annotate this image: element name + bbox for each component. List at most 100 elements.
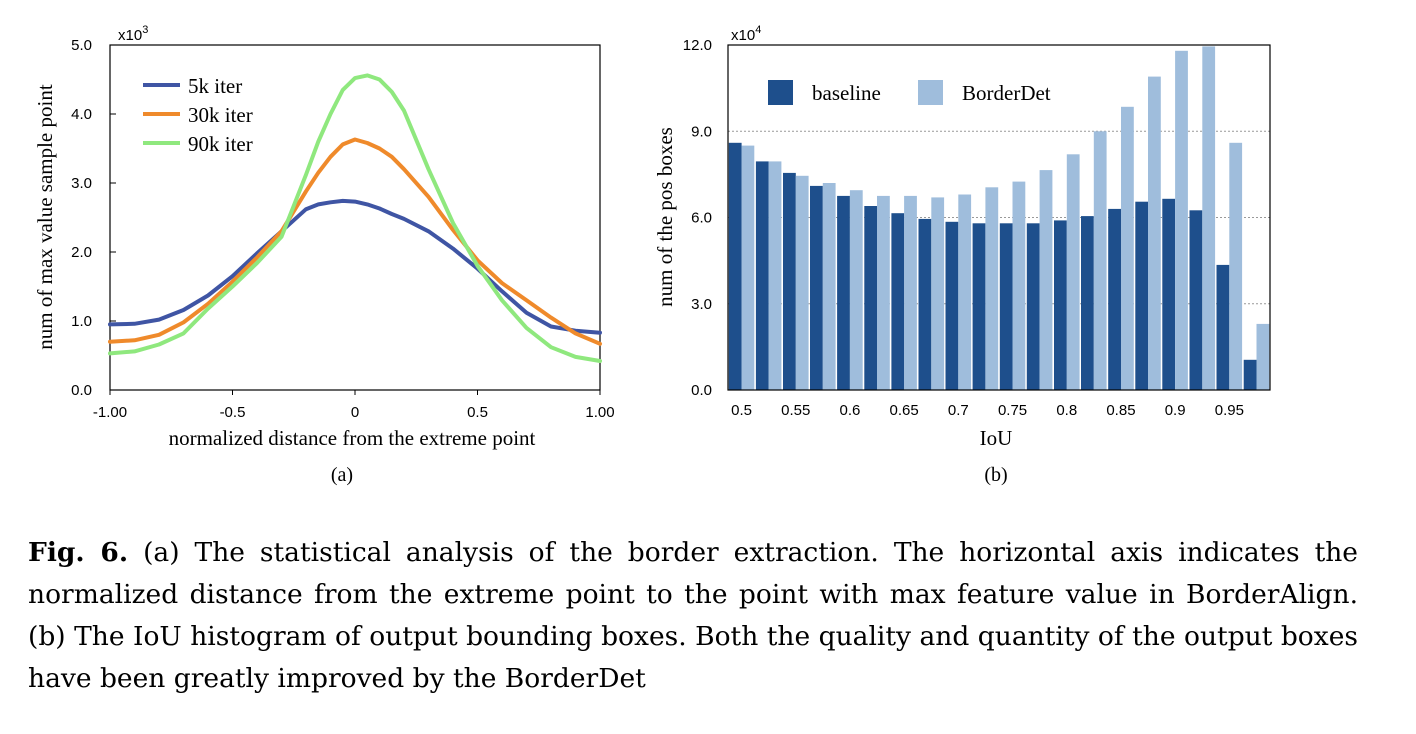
legend-label: 90k iter	[188, 132, 253, 156]
figure-caption: Fig. 6. (a) The statistical analysis of …	[28, 532, 1358, 700]
bar	[1202, 46, 1216, 391]
x-tick-label: -0.5	[220, 404, 246, 421]
bar	[1216, 264, 1230, 390]
bar	[1162, 198, 1176, 390]
y-tick-label: 1.0	[71, 313, 92, 330]
y-multiplier: x104	[731, 24, 761, 44]
x-tick-label: 0.75	[998, 402, 1027, 419]
bar	[1039, 170, 1053, 390]
y-axis-label: num of max value sample point	[33, 84, 57, 350]
bar	[904, 195, 917, 390]
bar	[891, 213, 905, 390]
figure: 0.0 1.0 2.0 3.0 4.0 5.0 -1.00 -0.5 0 0.5 1.00 5k …	[33, 24, 1271, 486]
bar	[931, 197, 945, 390]
bar	[837, 195, 850, 390]
bar-chart-panel: 0.03.06.09.012.0 0.5 0.55 0.6 0.65 0.7 0.75 0.…	[653, 24, 1271, 486]
x-tick-label: 0.55	[781, 402, 810, 419]
x-tick-label: 0.85	[1106, 402, 1135, 419]
subplot-label-b: (b)	[984, 464, 1007, 486]
line-chart-panel: 0.0 1.0 2.0 3.0 4.0 5.0 -1.00 -0.5 0 0.5 1.00 5k …	[33, 24, 615, 486]
bar	[864, 206, 878, 390]
x-axis: 0.5 0.55 0.6 0.65 0.7 0.75 0.8 0.85 0.9 0.95	[731, 402, 1244, 419]
bar	[728, 142, 742, 391]
bar	[877, 195, 890, 390]
caption-label: Fig. 6.	[28, 537, 129, 568]
series-line	[108, 73, 602, 363]
legend: baseline BorderDet	[768, 80, 1051, 105]
legend-label: 30k iter	[188, 103, 253, 127]
bar	[1229, 142, 1243, 391]
legend-swatch	[918, 80, 943, 105]
bar	[1135, 201, 1149, 390]
gridlines	[728, 130, 1270, 305]
x-tick-label: 0.8	[1056, 402, 1077, 419]
bar	[1066, 154, 1080, 390]
x-tick-label: 0.65	[890, 402, 919, 419]
bar	[768, 161, 782, 390]
bar	[972, 223, 986, 391]
y-tick-label: 6.0	[691, 210, 712, 227]
bar	[849, 190, 863, 390]
x-axis-label: normalized distance from the extreme poi…	[169, 426, 536, 450]
bar	[1054, 220, 1067, 390]
bar	[1093, 131, 1107, 391]
line-series	[108, 73, 602, 363]
bar	[795, 175, 809, 390]
series-line	[108, 198, 602, 335]
bar	[1175, 50, 1188, 391]
bar	[918, 218, 932, 390]
legend-label: 5k iter	[188, 74, 242, 98]
x-tick-label: -1.00	[93, 404, 127, 421]
x-tick-label: 0.9	[1165, 402, 1186, 419]
bar	[783, 172, 796, 390]
bar	[1081, 216, 1094, 390]
y-axis: 0.0 3.0 6.0 9.0 12.0	[683, 37, 712, 399]
bar	[1108, 208, 1121, 390]
bar	[822, 183, 836, 390]
y-tick-label: 3.0	[71, 175, 92, 192]
bar	[810, 185, 823, 390]
bar	[958, 194, 972, 390]
legend: 5k iter 30k iter 90k iter	[143, 74, 253, 156]
x-axis: -1.00 -0.5 0 0.5 1.00	[93, 390, 615, 421]
bar-series	[728, 46, 1270, 391]
y-tick-label: 2.0	[71, 244, 92, 261]
x-tick-label: 0.6	[840, 402, 861, 419]
x-tick-label: 0.95	[1215, 402, 1244, 419]
bar	[1026, 223, 1040, 391]
caption-text: (a) The statistical analysis of the bord…	[28, 537, 1358, 694]
y-tick-label: 12.0	[683, 37, 712, 54]
y-tick-label: 3.0	[691, 296, 712, 313]
bar	[1256, 323, 1270, 390]
x-tick-label: 0.5	[731, 402, 752, 419]
plot-frame	[727, 44, 1271, 391]
y-tick-label: 0.0	[691, 382, 712, 399]
x-tick-label: 0.7	[948, 402, 969, 419]
y-axis-label: num of the pos boxes	[653, 127, 677, 307]
x-tick-label: 0.5	[467, 404, 488, 421]
bar	[1243, 359, 1257, 390]
y-tick-label: 0.0	[71, 382, 92, 399]
bar	[741, 145, 755, 390]
y-tick-label: 9.0	[691, 123, 712, 140]
subplot-label-a: (a)	[331, 464, 353, 486]
series-line	[108, 137, 602, 346]
y-tick-label: 5.0	[71, 37, 92, 54]
bar	[755, 161, 769, 390]
legend-label: BorderDet	[962, 81, 1051, 105]
x-tick-label: 1.00	[585, 404, 614, 421]
x-tick-label: 0	[351, 404, 359, 421]
bar	[1012, 181, 1026, 390]
legend-swatch	[768, 80, 793, 105]
y-tick-label: 4.0	[71, 106, 92, 123]
bar	[1189, 210, 1203, 390]
y-axis: 0.0 1.0 2.0 3.0 4.0 5.0	[71, 37, 116, 399]
plot-frame	[109, 44, 601, 391]
bar	[1148, 76, 1161, 390]
x-axis-label: IoU	[980, 426, 1013, 450]
bar	[1121, 106, 1134, 391]
bar	[985, 187, 999, 390]
y-multiplier: x103	[118, 24, 148, 44]
bar	[945, 221, 959, 390]
legend-label: baseline	[812, 81, 881, 105]
